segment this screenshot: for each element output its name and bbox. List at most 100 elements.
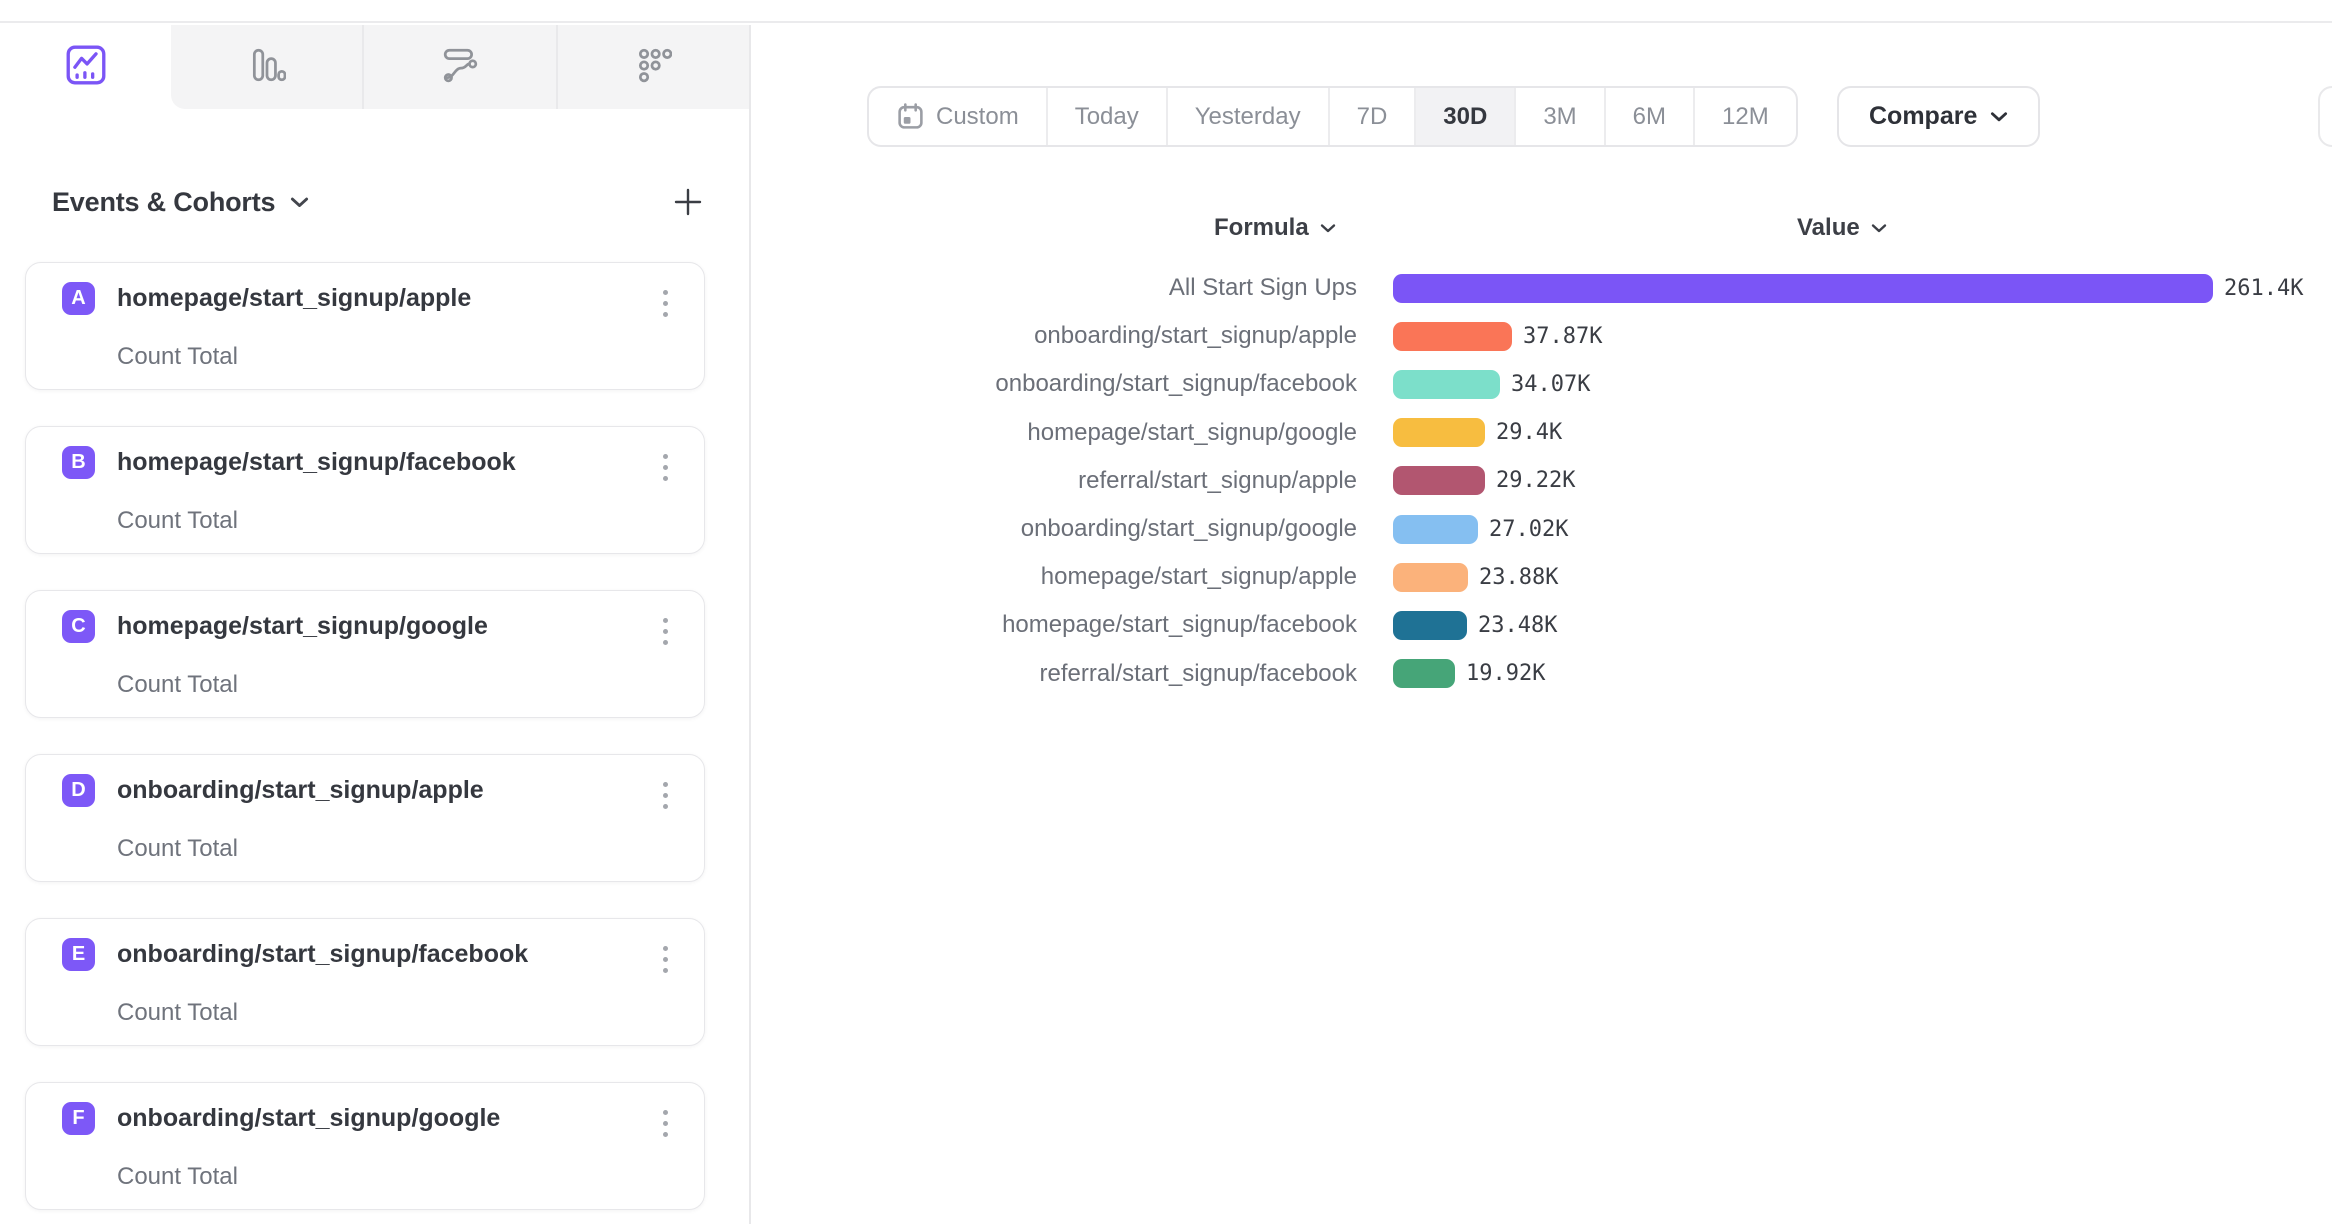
chart-bar[interactable] [1393, 273, 2213, 303]
chart-row-label: homepage/start_signup/facebook [1002, 611, 1357, 639]
inactive-tabs-group [171, 25, 749, 109]
chart-bar[interactable] [1393, 466, 1485, 496]
date-range-option-label: 3M [1543, 102, 1577, 130]
tab-bar-chart[interactable] [171, 25, 362, 109]
add-event-button[interactable] [673, 187, 703, 217]
chart-row-value: 23.88K [1479, 564, 1559, 590]
tab-flows[interactable] [362, 25, 555, 109]
chevron-down-icon[interactable] [290, 196, 309, 208]
kebab-menu-icon[interactable] [659, 614, 672, 649]
chart-bar[interactable] [1393, 659, 1455, 689]
top-bar [0, 0, 2332, 23]
kebab-menu-icon[interactable] [659, 778, 672, 813]
chart-row: All Start Sign Ups 261.4K [760, 264, 2326, 312]
tab-retention[interactable] [555, 25, 749, 109]
event-card[interactable]: C homepage/start_signup/google Count Tot… [25, 590, 705, 718]
date-range-option-12m[interactable]: 12M [1693, 88, 1796, 145]
event-card[interactable]: F onboarding/start_signup/google Count T… [25, 1082, 705, 1210]
chart-row-label: onboarding/start_signup/google [1020, 515, 1357, 543]
date-range-option-label: 7D [1356, 102, 1388, 130]
horizontal-bar-chart: All Start Sign Ups 261.4K onboarding/sta… [760, 264, 2326, 698]
event-name[interactable]: homepage/start_signup/apple [117, 284, 472, 312]
chart-row-label: homepage/start_signup/apple [1040, 563, 1357, 591]
date-range-segmented-control: Custom Today Yesterday 7D 30D 3M 6M 12M [867, 86, 1798, 147]
event-card[interactable]: E onboarding/start_signup/facebook Count… [25, 918, 705, 1046]
event-aggregation[interactable]: Count Total [117, 999, 238, 1026]
chart-bar[interactable] [1393, 562, 1468, 592]
date-range-option-6m[interactable]: 6M [1603, 88, 1693, 145]
chart-row-label: onboarding/start_signup/apple [1034, 322, 1357, 350]
date-range-option-label: 30D [1443, 102, 1488, 130]
events-cohorts-header: Events & Cohorts [52, 177, 703, 227]
event-name[interactable]: onboarding/start_signup/apple [117, 776, 484, 804]
chart-row-value: 29.22K [1496, 468, 1576, 494]
date-range-option-label: Today [1074, 102, 1139, 130]
date-range-option-yesterday[interactable]: Yesterday [1165, 88, 1328, 145]
event-letter-badge: E [62, 938, 95, 971]
compare-button[interactable]: Compare [1837, 86, 2041, 147]
event-name[interactable]: homepage/start_signup/facebook [117, 448, 516, 476]
chevron-down-icon [1990, 111, 2008, 122]
bar-chart-icon [248, 46, 286, 89]
event-card[interactable]: B homepage/start_signup/facebook Count T… [25, 426, 705, 554]
date-range-option-7d[interactable]: 7D [1327, 88, 1415, 145]
line-chart-icon [66, 45, 106, 90]
date-range-option-label: Custom [936, 102, 1019, 130]
chart-row-value: 19.92K [1466, 661, 1546, 687]
event-name[interactable]: onboarding/start_signup/google [117, 1104, 501, 1132]
compare-label: Compare [1869, 102, 1978, 130]
chart-row: homepage/start_signup/facebook 23.48K [760, 601, 2326, 649]
event-card[interactable]: D onboarding/start_signup/apple Count To… [25, 754, 705, 882]
event-name[interactable]: onboarding/start_signup/facebook [117, 940, 529, 968]
kebab-menu-icon[interactable] [659, 1106, 672, 1141]
kebab-menu-icon[interactable] [659, 942, 672, 977]
chevron-down-icon [1871, 223, 1887, 233]
event-aggregation[interactable]: Count Total [117, 507, 238, 534]
date-range-option-today[interactable]: Today [1045, 88, 1166, 145]
events-cohorts-title[interactable]: Events & Cohorts [52, 186, 276, 217]
chart-row-value: 23.48K [1478, 612, 1558, 638]
formula-column-header[interactable]: Formula [1214, 214, 1336, 242]
clipped-edge-button[interactable] [2318, 86, 2332, 147]
chart-row-value: 261.4K [2224, 275, 2304, 301]
chart-row-value: 37.87K [1523, 323, 1603, 349]
chevron-down-icon [1320, 223, 1336, 233]
tab-insights[interactable] [0, 25, 171, 109]
event-aggregation[interactable]: Count Total [117, 343, 238, 370]
chart-row-label: All Start Sign Ups [1168, 274, 1357, 302]
event-letter-badge: D [62, 774, 95, 807]
chart-row-value: 27.02K [1489, 516, 1569, 542]
date-range-option-30d[interactable]: 30D [1414, 88, 1515, 145]
query-builder-sidebar: Events & Cohorts A homepage/start_signup… [0, 25, 751, 1224]
chart-row-label: homepage/start_signup/google [1027, 418, 1357, 446]
chart-row-label: referral/start_signup/facebook [1039, 659, 1357, 687]
date-range-option-label: 12M [1722, 102, 1769, 130]
chart-row-label: referral/start_signup/apple [1078, 466, 1357, 494]
event-aggregation[interactable]: Count Total [117, 671, 238, 698]
kebab-menu-icon[interactable] [659, 286, 672, 321]
formula-header-label: Formula [1214, 214, 1309, 241]
chart-row-value: 34.07K [1511, 371, 1591, 397]
chart-bar[interactable] [1393, 610, 1467, 640]
chart-bar[interactable] [1393, 369, 1500, 399]
event-aggregation[interactable]: Count Total [117, 1163, 238, 1190]
chart-bar[interactable] [1393, 514, 1478, 544]
chart-bar[interactable] [1393, 418, 1485, 448]
event-name[interactable]: homepage/start_signup/google [117, 612, 488, 640]
date-range-option-3m[interactable]: 3M [1514, 88, 1603, 145]
chart-row-label: onboarding/start_signup/facebook [995, 370, 1357, 398]
chart-bar[interactable] [1393, 321, 1512, 351]
event-card-list: A homepage/start_signup/apple Count Tota… [0, 262, 751, 1224]
chart-row: onboarding/start_signup/google 27.02K [760, 505, 2326, 553]
value-column-header[interactable]: Value [1797, 214, 1887, 242]
date-range-option-custom[interactable]: Custom [869, 88, 1046, 145]
chart-row: homepage/start_signup/google 29.4K [760, 409, 2326, 457]
calendar-icon [896, 102, 925, 131]
event-letter-badge: C [62, 610, 95, 643]
kebab-menu-icon[interactable] [659, 450, 672, 485]
event-aggregation[interactable]: Count Total [117, 835, 238, 862]
value-header-label: Value [1797, 214, 1860, 241]
flows-icon [441, 46, 479, 89]
event-card[interactable]: A homepage/start_signup/apple Count Tota… [25, 262, 705, 390]
chart-row: onboarding/start_signup/facebook 34.07K [760, 360, 2326, 408]
